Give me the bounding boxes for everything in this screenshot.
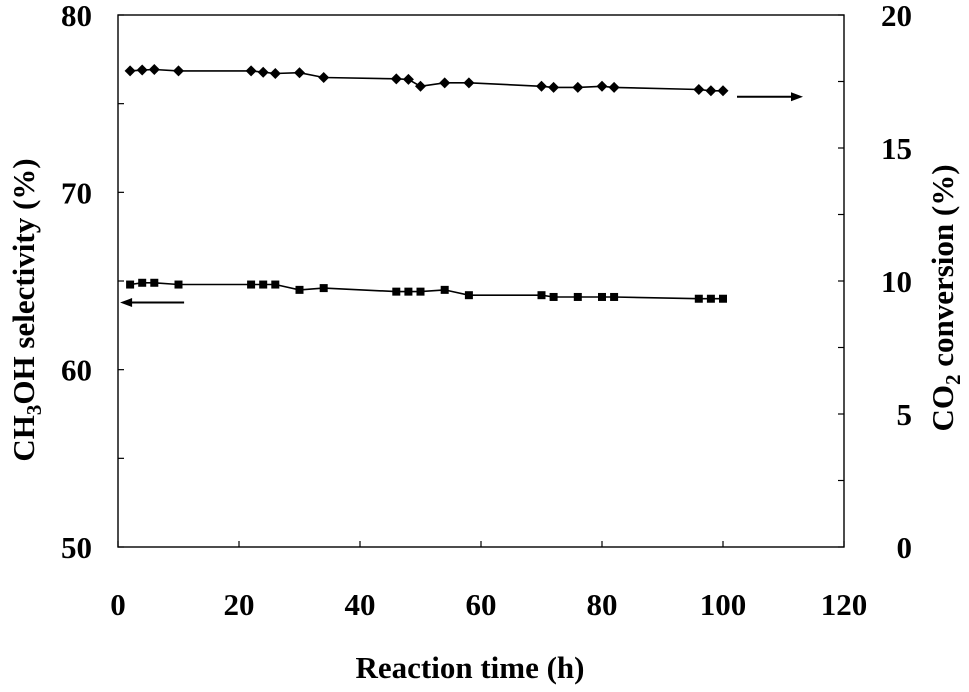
ticks bbox=[117, 14, 845, 548]
y-left-tick-label: 70 bbox=[61, 175, 92, 210]
x-axis-title: Reaction time (h) bbox=[356, 650, 585, 685]
series-1-point bbox=[717, 85, 729, 97]
series-1-point bbox=[269, 68, 281, 80]
y-left-tick-label: 50 bbox=[61, 530, 92, 565]
series-1-point bbox=[439, 77, 451, 89]
series-1-point bbox=[705, 85, 717, 97]
series-1-point bbox=[136, 64, 148, 76]
y-axis-right-title: CO2 conversion (%) bbox=[925, 164, 965, 431]
y-right-title-rest: conversion (%) bbox=[925, 164, 960, 374]
series-1-point bbox=[245, 65, 257, 77]
series-2-point bbox=[694, 294, 703, 303]
series-2-point bbox=[271, 280, 280, 289]
x-tick-label: 20 bbox=[224, 587, 255, 622]
series-2-axis-arrow-head bbox=[120, 298, 133, 308]
series-2-point bbox=[440, 285, 449, 294]
series-1-point bbox=[257, 66, 269, 78]
series-2-point bbox=[150, 278, 159, 287]
series-1-point bbox=[463, 77, 475, 89]
series-2-point bbox=[706, 294, 715, 303]
y-left-tick-label: 60 bbox=[61, 353, 92, 388]
x-tick-label: 100 bbox=[700, 587, 747, 622]
series-2-line bbox=[129, 282, 723, 300]
y-right-tick-label: 5 bbox=[897, 397, 913, 432]
series-2-point bbox=[138, 278, 147, 287]
series-1-point bbox=[572, 81, 584, 93]
y-right-title-subscript: 2 bbox=[941, 375, 965, 386]
series-layer bbox=[124, 64, 729, 303]
y-right-tick-label: 20 bbox=[881, 0, 912, 33]
series-1-point bbox=[402, 73, 414, 85]
series-2-point bbox=[549, 292, 558, 301]
series-2-point bbox=[404, 287, 413, 296]
y-left-title-prefix: CH bbox=[6, 415, 41, 462]
y-left-title-subscript: 3 bbox=[22, 405, 46, 416]
y-right-tick-label: 0 bbox=[897, 530, 913, 565]
series-1-point bbox=[124, 65, 136, 77]
axes bbox=[117, 14, 845, 548]
x-tick-label: 0 bbox=[110, 587, 126, 622]
series-2-point bbox=[319, 284, 328, 293]
y-left-tick-label: 80 bbox=[61, 0, 92, 33]
series-1-point bbox=[536, 80, 547, 92]
series-1-point bbox=[548, 81, 560, 93]
series-1-line bbox=[130, 68, 723, 92]
tick-labels: 0 20 40 60 80 100 120 50 60 70 80 0 5 10 15 20 bbox=[61, 0, 912, 622]
x-tick-label: 80 bbox=[587, 587, 618, 622]
series-2-point bbox=[174, 280, 183, 289]
plot-frame bbox=[117, 14, 845, 548]
y-right-title-prefix: CO bbox=[925, 385, 960, 432]
series-2-point bbox=[247, 280, 256, 289]
series-2-point bbox=[126, 280, 135, 289]
y-axis-left-title: CH3OH selectivity (%) bbox=[6, 158, 46, 461]
series-1-point bbox=[294, 67, 305, 79]
series-1-point bbox=[173, 65, 184, 77]
series-1-point bbox=[148, 64, 160, 76]
series-2-point bbox=[259, 280, 268, 289]
series-2-point bbox=[573, 292, 582, 301]
series-2-point bbox=[719, 294, 727, 303]
series-1-point bbox=[390, 73, 402, 85]
series-1-axis-arrow-head bbox=[791, 92, 803, 102]
x-tick-label: 40 bbox=[345, 587, 376, 622]
series-2-point bbox=[610, 292, 619, 301]
series-1-point bbox=[318, 72, 330, 84]
y-left-title-rest: OH selectivity (%) bbox=[6, 158, 41, 404]
series-2-point bbox=[464, 291, 473, 300]
series-2-point bbox=[416, 287, 425, 296]
y-right-tick-label: 10 bbox=[881, 264, 912, 299]
series-2-point bbox=[295, 285, 304, 294]
x-tick-label: 120 bbox=[821, 587, 868, 622]
series-2-point bbox=[598, 292, 606, 301]
series-2-point bbox=[537, 291, 546, 300]
y-right-tick-label: 15 bbox=[881, 131, 912, 166]
series-1-point bbox=[693, 83, 705, 95]
series-2-point bbox=[392, 287, 401, 296]
x-tick-label: 60 bbox=[466, 587, 497, 622]
series-1-point bbox=[608, 81, 620, 93]
series-1-point bbox=[415, 80, 426, 92]
arrows bbox=[120, 92, 803, 308]
series-1-point bbox=[596, 80, 608, 92]
